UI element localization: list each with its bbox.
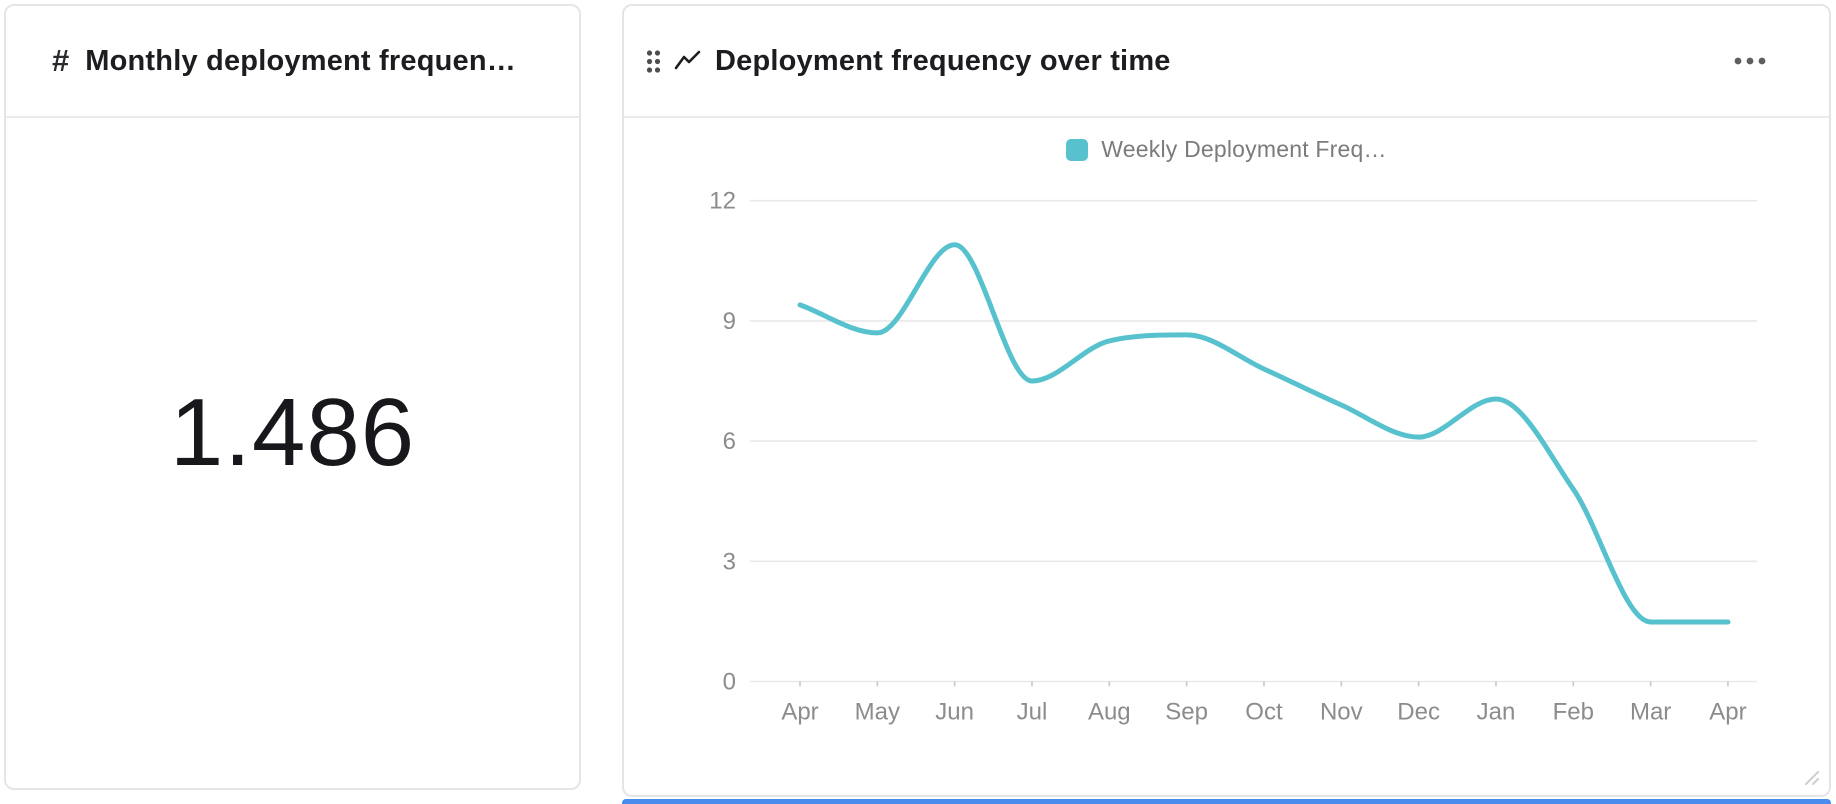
adjacent-widget-edge bbox=[622, 799, 1831, 804]
chart-area: Weekly Deployment Freq… 0 3 6 9 12 Apr May Jun J… bbox=[624, 118, 1829, 795]
legend-label: Weekly Deployment Freq… bbox=[1101, 136, 1387, 162]
chart-card-title: Deployment frequency over time bbox=[715, 44, 1171, 77]
deployment-frequency-chart[interactable]: 0 3 6 9 12 Apr May Jun Jul Aug Sep Oct Nov Dec Jan Feb M… bbox=[624, 118, 1829, 795]
y-axis-label: 12 bbox=[709, 188, 736, 215]
x-axis-label: Nov bbox=[1320, 699, 1363, 726]
x-axis-label: Jan bbox=[1477, 699, 1516, 726]
x-axis-label: Oct bbox=[1245, 699, 1283, 726]
metric-value: 1.486 bbox=[169, 379, 416, 486]
x-axis-label: Jul bbox=[1017, 699, 1048, 726]
metric-card-title: Monthly deployment frequen… bbox=[85, 44, 516, 77]
chart-card-header: Deployment frequency over time bbox=[624, 6, 1829, 118]
x-axis-label: Feb bbox=[1553, 699, 1594, 726]
x-axis-label: Jun bbox=[935, 699, 974, 726]
y-axis-label: 3 bbox=[723, 548, 736, 575]
trend-line-icon bbox=[674, 49, 701, 73]
y-axis-label: 6 bbox=[723, 428, 736, 455]
x-axis-label: Dec bbox=[1397, 699, 1440, 726]
metric-card-header: # Monthly deployment frequen… bbox=[6, 6, 579, 118]
metric-widget-card[interactable]: # Monthly deployment frequen… 1.486 bbox=[4, 4, 581, 790]
x-axis-label: Apr bbox=[1709, 699, 1746, 726]
x-axis-label: Mar bbox=[1630, 699, 1671, 726]
x-axis-label: Sep bbox=[1165, 699, 1208, 726]
legend-swatch bbox=[1066, 138, 1089, 161]
resize-grip-icon[interactable] bbox=[1801, 767, 1821, 787]
series-line bbox=[797, 242, 1731, 625]
drag-handle-icon[interactable] bbox=[645, 48, 662, 75]
ellipsis-menu-icon[interactable] bbox=[1733, 56, 1767, 66]
chart-legend[interactable]: Weekly Deployment Freq… bbox=[624, 136, 1829, 163]
x-axis-label: Apr bbox=[781, 699, 818, 726]
trend-line-glyph bbox=[674, 50, 701, 70]
six-dot-grip-glyph bbox=[646, 49, 661, 73]
number-metric-icon: # bbox=[52, 43, 70, 78]
y-axis-label: 9 bbox=[723, 308, 736, 335]
x-axis-label: Aug bbox=[1088, 699, 1131, 726]
chart-widget-card[interactable]: Deployment frequency over time Weekly De… bbox=[622, 4, 1831, 797]
ellipsis-glyph bbox=[1734, 57, 1766, 65]
x-axis-label: May bbox=[855, 699, 900, 726]
metric-card-body: 1.486 bbox=[6, 118, 579, 788]
y-axis-label: 0 bbox=[723, 669, 736, 696]
